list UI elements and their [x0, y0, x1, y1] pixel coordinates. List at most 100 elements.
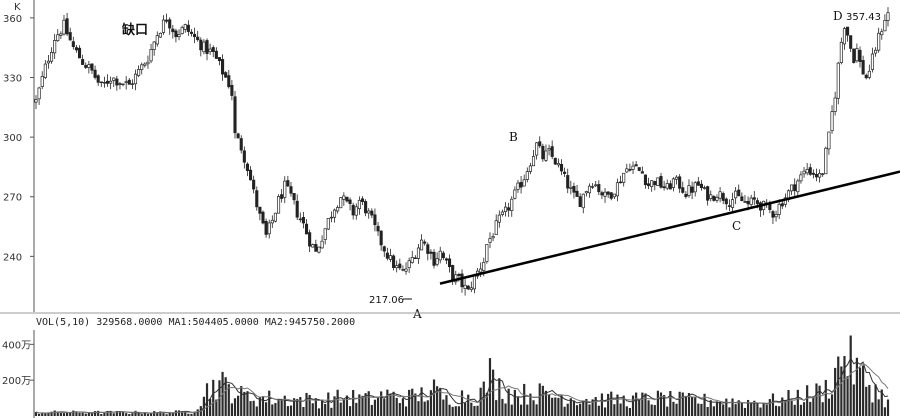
candle-body	[553, 157, 557, 165]
volume-bar	[165, 414, 168, 416]
volume-bar	[728, 407, 731, 416]
volume-bar	[193, 411, 196, 416]
volume-bar	[855, 357, 859, 416]
candle-body	[497, 214, 501, 223]
volume-bar	[479, 387, 482, 416]
volume-bar	[659, 392, 663, 416]
volume-bar	[613, 404, 616, 416]
volume-bar	[715, 401, 719, 416]
volume-bar	[78, 412, 81, 416]
volume-bar	[809, 401, 812, 416]
candle-body	[647, 183, 651, 186]
candle-body	[289, 186, 293, 194]
candle-body	[631, 165, 635, 170]
volume-bar	[821, 402, 824, 416]
volume-bar	[149, 413, 153, 416]
volume-bar	[812, 396, 815, 416]
candle-body	[261, 211, 265, 224]
volume-bar	[507, 388, 510, 416]
volume-bar	[53, 410, 56, 416]
candle-body	[239, 138, 243, 151]
volume-bar	[815, 383, 818, 416]
volume-bar	[551, 397, 554, 416]
candle-body	[292, 193, 296, 201]
volume-bar	[109, 410, 112, 416]
volume-bar	[868, 384, 871, 416]
candle-body	[743, 201, 747, 203]
volume-bar	[526, 404, 529, 416]
candle-body	[793, 184, 797, 192]
volume-bar	[572, 400, 576, 416]
candle-body	[432, 251, 436, 266]
volume-bar	[880, 389, 883, 416]
volume-bar	[740, 403, 743, 416]
volume-bar	[529, 393, 532, 416]
volume-tick-label: 200万	[2, 376, 31, 387]
volume-panel: VOL(5,10) 329568.0000 MA1:504405.0000 MA…	[2, 317, 890, 418]
candle-body	[830, 111, 834, 132]
volume-bar	[538, 383, 541, 416]
candle-body	[124, 81, 128, 83]
candle-body	[609, 192, 613, 199]
candle-body	[538, 141, 542, 147]
volume-bar	[125, 413, 128, 416]
candle-body	[681, 187, 685, 193]
candle-body	[846, 26, 850, 36]
volume-bar	[743, 407, 747, 416]
candle-body	[168, 19, 172, 29]
candle-body	[712, 195, 716, 201]
candle-body	[503, 206, 508, 212]
volume-axis-ticks: 200万 400万	[2, 340, 34, 387]
volume-bar	[495, 400, 498, 416]
candle-body	[370, 210, 374, 216]
point-a-label: A	[412, 307, 422, 321]
candle-body	[68, 32, 72, 41]
candle-body	[140, 64, 144, 70]
candle-body	[827, 131, 831, 150]
price-tick-label: 240	[3, 252, 22, 263]
volume-bar	[280, 399, 283, 416]
candle-body	[718, 191, 722, 199]
candle-body	[233, 96, 237, 134]
volume-bar	[532, 400, 535, 416]
volume-bar	[498, 378, 501, 416]
volume-bar	[336, 389, 339, 416]
candle-body	[388, 255, 393, 260]
candle-body	[217, 57, 222, 62]
volume-bar	[348, 406, 352, 416]
candle-body	[563, 171, 567, 174]
volume-bar	[333, 396, 336, 416]
candle-body	[671, 178, 675, 188]
candle-body	[603, 191, 607, 197]
volume-bar	[684, 396, 687, 416]
candle-body	[186, 24, 190, 32]
volume-bar	[457, 406, 460, 416]
volume-bar	[342, 399, 345, 416]
volume-bar	[81, 412, 84, 416]
volume-bar	[429, 390, 433, 416]
volume-bar	[286, 406, 289, 416]
candle-body	[594, 184, 598, 187]
volume-bar	[187, 413, 190, 416]
candle-body	[886, 12, 890, 21]
candle-body	[102, 82, 106, 84]
candle-body	[513, 189, 517, 199]
candle-body	[258, 206, 262, 214]
volume-bar	[787, 390, 790, 416]
volume-bar	[753, 400, 756, 416]
volume-bar	[756, 403, 759, 416]
volume-bar	[205, 383, 209, 416]
candle-body	[864, 74, 868, 79]
candle-body	[799, 174, 803, 182]
candle-body	[317, 246, 321, 253]
volume-bar	[656, 390, 659, 416]
volume-bar	[417, 401, 420, 416]
volume-bar	[588, 404, 591, 416]
candle-body	[678, 176, 682, 189]
volume-bar	[840, 366, 843, 416]
volume-bar	[302, 407, 305, 416]
volume-bar	[706, 406, 709, 416]
volume-bar	[563, 406, 566, 416]
volume-bar	[414, 393, 417, 416]
volume-bar	[227, 384, 230, 416]
